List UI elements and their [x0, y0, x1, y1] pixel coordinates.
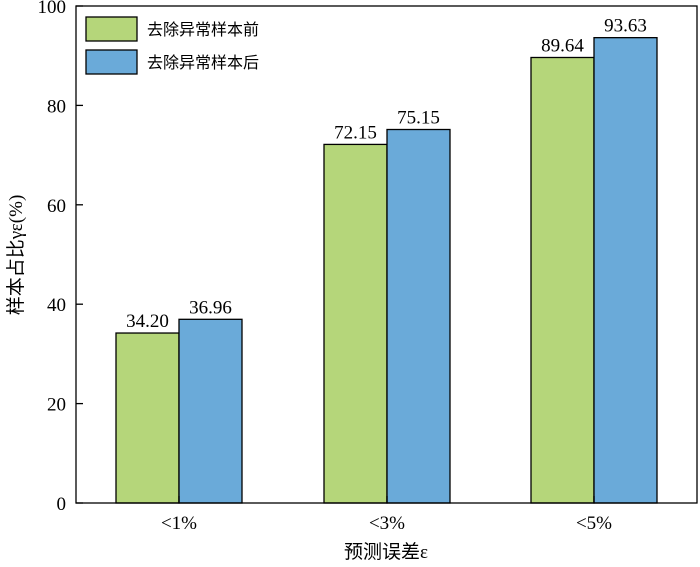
x-tick-label: <1%	[161, 513, 197, 534]
data-label: 36.96	[189, 297, 232, 318]
x-tick-label: <3%	[369, 513, 405, 534]
data-label: 75.15	[397, 108, 440, 129]
legend-swatch	[85, 49, 138, 75]
y-tick-label: 0	[57, 494, 67, 515]
legend-label: 去除异常样本后	[147, 53, 259, 72]
y-axis-title: 样本占比γε(%)	[5, 195, 27, 316]
data-labels-group: 34.20 72.15 89.64 36.96 75.15 93.63	[126, 16, 647, 332]
legend-swatch	[85, 16, 138, 42]
y-tick-label: 40	[47, 295, 66, 316]
data-label: 34.20	[126, 311, 169, 332]
bars-group	[115, 37, 658, 504]
bar-before-1	[115, 332, 180, 504]
data-label: 89.64	[541, 35, 584, 56]
y-axis: 0 20 40 60 80 100	[38, 0, 83, 515]
bar-after-1	[178, 318, 243, 504]
bar-before-3	[530, 56, 595, 504]
legend-label: 去除异常样本前	[147, 20, 259, 39]
bar-before-2	[323, 143, 388, 504]
y-tick-label: 60	[47, 196, 66, 217]
bar-after-3	[593, 37, 658, 504]
y-tick-label: 80	[47, 96, 66, 117]
bar-after-2	[386, 128, 451, 504]
x-tick-label: <5%	[576, 513, 612, 534]
data-label: 72.15	[334, 122, 377, 143]
data-label: 93.63	[604, 16, 647, 37]
x-axis-title: 预测误差ε	[344, 541, 428, 563]
y-tick-label: 100	[38, 0, 67, 18]
x-axis: <1% <3% <5%	[161, 496, 612, 534]
y-tick-label: 20	[47, 395, 66, 416]
